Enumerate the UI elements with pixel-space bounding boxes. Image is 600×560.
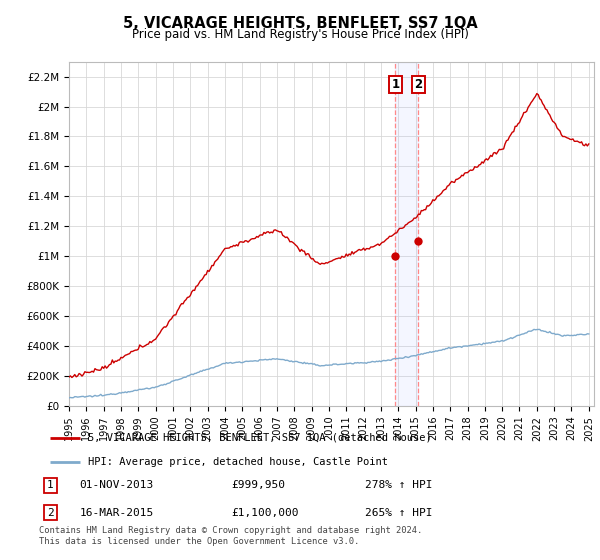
Text: 1: 1	[391, 78, 400, 91]
Text: 5, VICARAGE HEIGHTS, BENFLEET, SS7 1QA: 5, VICARAGE HEIGHTS, BENFLEET, SS7 1QA	[122, 16, 478, 31]
Text: £1,100,000: £1,100,000	[232, 507, 299, 517]
Text: 2: 2	[47, 507, 54, 517]
Text: 16-MAR-2015: 16-MAR-2015	[80, 507, 154, 517]
Text: 2: 2	[415, 78, 422, 91]
Bar	[395, 62, 418, 406]
Text: 1: 1	[47, 480, 54, 491]
Text: Price paid vs. HM Land Registry's House Price Index (HPI): Price paid vs. HM Land Registry's House …	[131, 28, 469, 41]
Text: 265% ↑ HPI: 265% ↑ HPI	[365, 507, 432, 517]
Text: HPI: Average price, detached house, Castle Point: HPI: Average price, detached house, Cast…	[88, 456, 388, 466]
Text: £999,950: £999,950	[232, 480, 286, 491]
Text: 278% ↑ HPI: 278% ↑ HPI	[365, 480, 432, 491]
Text: Contains HM Land Registry data © Crown copyright and database right 2024.
This d: Contains HM Land Registry data © Crown c…	[39, 526, 422, 546]
Text: 01-NOV-2013: 01-NOV-2013	[80, 480, 154, 491]
Text: 5, VICARAGE HEIGHTS, BENFLEET, SS7 1QA (detached house): 5, VICARAGE HEIGHTS, BENFLEET, SS7 1QA (…	[88, 433, 431, 443]
